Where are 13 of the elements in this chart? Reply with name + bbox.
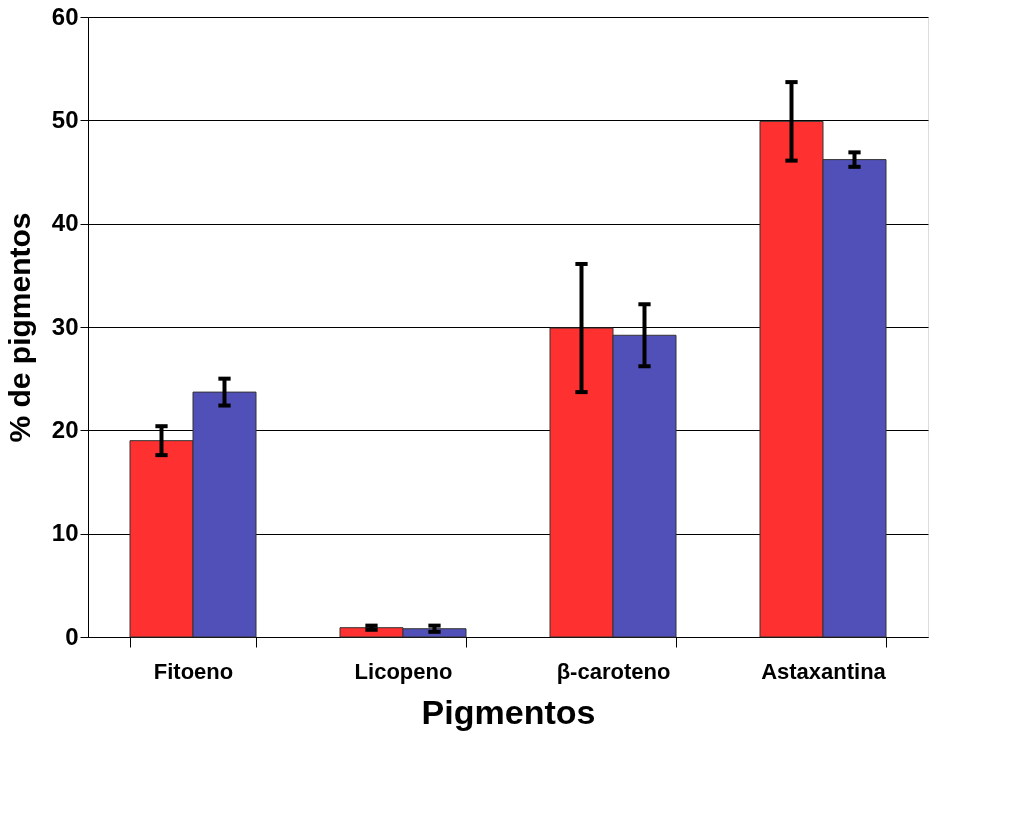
y-tick-label: 60 [51,2,79,30]
y-tick-label: 10 [51,519,79,547]
y-tick-label: 0 [65,622,79,650]
y-tick-label: 30 [51,312,79,340]
y-axis-title: % de pigmentos [2,212,36,443]
y-tick-label: 40 [51,209,79,237]
x-tick-label: Fitoeno [153,658,234,684]
x-tick-label: Astaxantina [761,658,887,684]
x-axis-title: Pigmentos [421,692,596,731]
x-tick-label: Licopeno [354,658,453,684]
x-tick-label: β-caroteno [556,658,671,684]
y-tick-label: 20 [51,415,79,443]
y-tick-label: 50 [51,105,79,133]
